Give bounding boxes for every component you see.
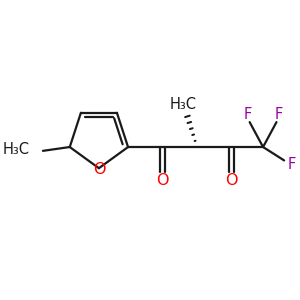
Text: H₃C: H₃C [169,98,196,112]
Text: F: F [274,107,283,122]
Text: F: F [244,107,252,122]
Text: H₃C: H₃C [2,142,29,158]
Text: O: O [225,173,238,188]
Text: O: O [156,173,169,188]
Text: F: F [288,157,296,172]
Text: O: O [93,162,105,177]
